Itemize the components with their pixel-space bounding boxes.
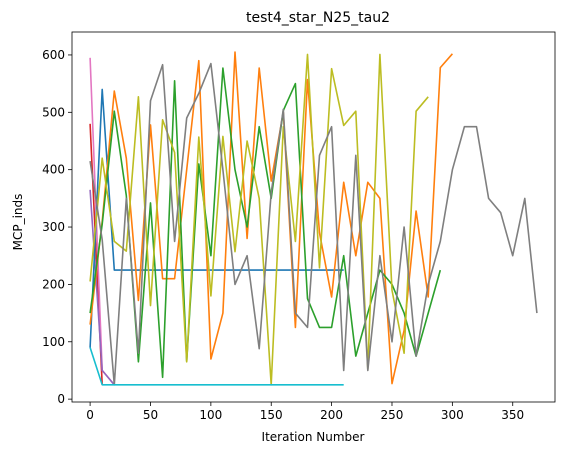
- x-tick-label: 200: [320, 408, 343, 422]
- x-tick-label: 250: [381, 408, 404, 422]
- y-axis-label: MCP_inds: [11, 194, 25, 251]
- y-tick-label: 600: [42, 48, 65, 62]
- x-tick-label: 300: [441, 408, 464, 422]
- x-axis-label: Iteration Number: [262, 430, 365, 444]
- y-tick-label: 400: [42, 163, 65, 177]
- x-tick-label: 0: [86, 408, 94, 422]
- plot-area: [89, 51, 538, 386]
- y-tick-label: 100: [42, 335, 65, 349]
- x-tick-label: 50: [143, 408, 158, 422]
- series-line-7: [89, 53, 429, 386]
- y-tick-label: 500: [42, 105, 65, 119]
- series-line-5: [89, 51, 454, 385]
- y-tick-label: 0: [57, 392, 65, 406]
- chart-title: test4_star_N25_tau2: [246, 10, 390, 26]
- y-tick-label: 200: [42, 277, 65, 291]
- x-tick-label: 150: [260, 408, 283, 422]
- series-line-8: [89, 62, 538, 386]
- y-tick-label: 300: [42, 220, 65, 234]
- x-tick-label: 350: [501, 408, 524, 422]
- series-line-9: [89, 347, 344, 386]
- x-axis: 0 50 100 150 200 250 300 350: [86, 402, 524, 422]
- y-axis: 0 100 200 300 400 500 600: [42, 48, 72, 406]
- x-tick-label: 100: [199, 408, 222, 422]
- plot-frame: [71, 31, 556, 403]
